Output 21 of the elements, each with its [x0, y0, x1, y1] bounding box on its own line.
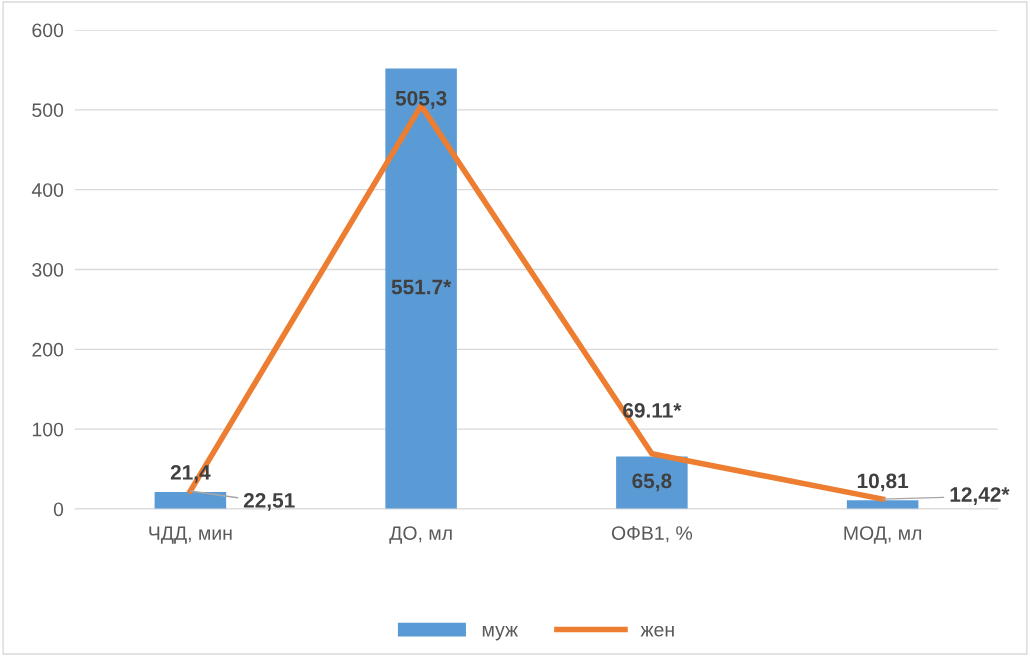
- legend-label: муж: [482, 626, 518, 641]
- data-label: 10,81: [857, 473, 909, 492]
- x-tick-label: ОФВ1, %: [611, 526, 693, 543]
- data-label: 65,8: [632, 473, 672, 492]
- legend-label: жен: [640, 625, 674, 637]
- bar: [846, 500, 919, 509]
- y-tick-label: 300: [32, 262, 64, 277]
- x-tick-label: ЧДД, мин: [149, 526, 232, 544]
- y-tick-label: 400: [31, 183, 64, 197]
- data-label: 505,3: [395, 90, 447, 109]
- y-tick-label: 500: [32, 103, 64, 118]
- data-label: 12,42*: [950, 487, 1010, 505]
- x-tick-label: ДО, мл: [389, 526, 452, 544]
- data-label: 551.7*: [391, 279, 452, 295]
- bar: [385, 68, 457, 509]
- y-tick-label: 100: [32, 422, 64, 437]
- data-label: 22,51: [243, 492, 295, 511]
- x-tick-label: МОД, мл: [844, 526, 922, 544]
- y-tick-label: 600: [32, 23, 64, 38]
- y-tick-label: 200: [32, 342, 64, 357]
- y-tick-label: 0: [53, 502, 64, 517]
